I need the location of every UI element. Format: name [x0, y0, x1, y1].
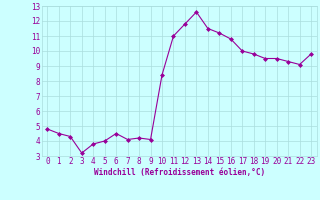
X-axis label: Windchill (Refroidissement éolien,°C): Windchill (Refroidissement éolien,°C)	[94, 168, 265, 177]
